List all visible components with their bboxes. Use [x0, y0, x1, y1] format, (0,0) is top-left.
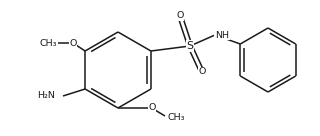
Text: O: O [176, 12, 184, 21]
Text: NH: NH [215, 30, 229, 39]
Text: S: S [187, 41, 194, 51]
Text: CH₃: CH₃ [39, 38, 57, 47]
Text: O: O [69, 38, 77, 47]
Text: O: O [198, 67, 206, 76]
Text: CH₃: CH₃ [168, 114, 186, 123]
Text: H₂N: H₂N [37, 92, 55, 101]
Text: O: O [148, 103, 156, 112]
